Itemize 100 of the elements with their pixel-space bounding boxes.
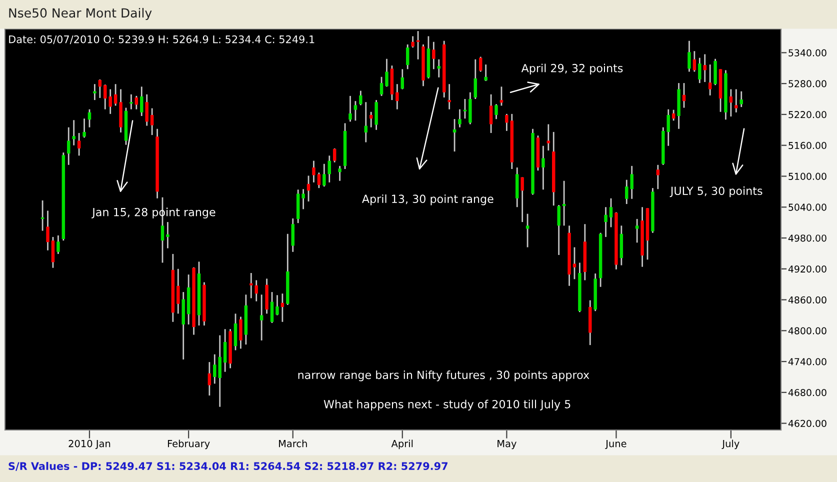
candlestick	[312, 160, 316, 184]
candlestick	[546, 124, 550, 152]
candlestick	[385, 58, 388, 88]
annotation: narrow range bars in Nifty futures , 30 points approx	[298, 370, 590, 382]
y-tick-label: 4620.00	[788, 420, 826, 428]
candlestick	[432, 41, 436, 70]
candlestick	[98, 78, 102, 99]
x-tick-label: June	[605, 440, 626, 450]
candlestick	[150, 108, 154, 136]
y-tick-label: 4740.00	[788, 358, 826, 366]
candlestick	[130, 94, 133, 110]
x-tick-label: 2010 Jan	[68, 440, 110, 450]
chart-title: Nse50 Near Mont Daily	[9, 8, 152, 20]
annotation: What happens next - study of 2010 till July 5	[324, 400, 570, 411]
candlestick	[166, 221, 170, 249]
candlestick	[72, 119, 76, 146]
candlestick	[452, 118, 456, 152]
y-tick-label: 4980.00	[788, 234, 826, 242]
candlestick	[740, 90, 743, 108]
candlestick	[448, 83, 451, 110]
y-tick-label: 4920.00	[788, 265, 826, 273]
candlestick	[77, 132, 81, 156]
candlestick	[604, 206, 608, 238]
candlestick	[306, 175, 310, 202]
candlestick	[406, 44, 410, 70]
candlestick	[484, 64, 488, 82]
candlestick	[734, 88, 738, 114]
candlestick	[348, 95, 352, 122]
candlestick	[542, 145, 545, 190]
candlestick	[688, 40, 691, 72]
text: S/R Values - DP: 5249.47 S1: 5234.04 R1: 5264.54 S2: 5218.97 R2: 5279.97	[8, 462, 448, 471]
candlestick	[134, 95, 138, 110]
candlestick	[40, 200, 44, 232]
candlestick	[234, 312, 238, 351]
candlestick	[416, 30, 420, 60]
candlestick	[396, 83, 399, 110]
y-tick-label: 5040.00	[788, 204, 826, 211]
candlestick	[635, 218, 639, 244]
annotation: April 13, 30 point range	[362, 194, 494, 206]
candlestick	[291, 218, 294, 253]
y-tick-label: 4860.00	[788, 296, 826, 304]
candlestick	[682, 82, 686, 108]
candlestick	[437, 58, 441, 78]
candlestick	[609, 198, 613, 228]
x-tick-label: May	[498, 440, 516, 450]
y-tick-label: 4680.00	[788, 389, 826, 396]
candlestick	[302, 188, 305, 210]
candlestick	[322, 163, 326, 188]
candlestick	[463, 98, 467, 120]
candlestick	[250, 272, 253, 299]
y-tick-label: 5220.00	[788, 111, 826, 118]
candlestick	[714, 58, 717, 86]
x-tick-label: April	[391, 440, 413, 450]
candlestick	[82, 118, 86, 138]
candlestick	[374, 99, 378, 131]
candlestick	[380, 76, 384, 97]
candlestick	[692, 50, 696, 72]
candlestick	[489, 94, 493, 134]
candlestick	[364, 101, 368, 143]
y-tick-label: 5280.00	[788, 80, 826, 88]
candlestick	[729, 88, 733, 118]
annotation: April 29, 32 points	[521, 64, 623, 74]
candlestick	[239, 316, 242, 350]
y-tick-label: 5160.00	[788, 142, 826, 150]
candlestick	[270, 291, 274, 324]
candlestick	[145, 94, 148, 126]
candlestick	[140, 86, 144, 117]
candlestick	[46, 210, 50, 252]
candlestick	[223, 328, 227, 373]
candlestick	[411, 36, 414, 48]
candlestick	[672, 109, 676, 122]
y-tick-label: 5340.00	[788, 49, 826, 56]
candlestick	[572, 246, 576, 280]
candlestick	[332, 148, 336, 164]
candlestick	[656, 164, 660, 190]
candlestick	[557, 204, 560, 256]
candlestick	[354, 100, 358, 122]
candlestick	[260, 294, 264, 342]
candlestick	[93, 83, 96, 101]
candlestick	[500, 86, 504, 106]
candlestick	[359, 90, 362, 106]
candlestick	[254, 280, 258, 302]
candlestick	[104, 84, 107, 110]
candlestick	[338, 165, 342, 182]
candlestick	[114, 83, 118, 106]
candlestick	[703, 54, 706, 83]
candlestick	[474, 58, 478, 100]
candlestick	[328, 154, 331, 184]
candlestick	[317, 172, 321, 189]
y-tick-label: 5100.00	[788, 172, 826, 180]
candlestick	[67, 126, 70, 166]
candlestick	[494, 103, 498, 120]
candlestick	[176, 268, 180, 314]
candlestick	[108, 88, 112, 115]
candlestick	[698, 57, 702, 84]
candlestick	[276, 294, 279, 316]
candlestick	[520, 176, 524, 223]
candlestick	[526, 213, 530, 248]
x-tick-label: February	[168, 440, 210, 450]
candlestick	[400, 68, 404, 90]
